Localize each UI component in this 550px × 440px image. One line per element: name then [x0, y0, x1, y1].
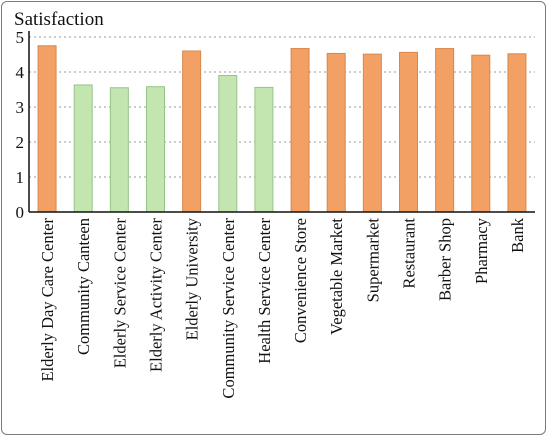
tick-labels: 0 1 2 3 4 5 Elderly Day Care Center Community C… [16, 28, 527, 399]
x-tick-label-13: Bank [508, 217, 527, 253]
gridlines [29, 36, 535, 178]
bar-11 [435, 48, 455, 213]
bar-2 [109, 87, 129, 213]
x-tick-label-4: Elderly University [183, 217, 202, 340]
axes [28, 31, 535, 213]
bar-13 [507, 53, 527, 213]
x-tick-label-9: Supermarket [363, 218, 382, 303]
x-tick-label-2: Elderly Service Center [110, 218, 129, 369]
x-tick-label-8: Vegetable Market [327, 218, 346, 335]
bar-0 [37, 45, 57, 213]
bar-9 [362, 53, 382, 213]
bar-5 [218, 75, 238, 213]
y-tick-label-2: 2 [16, 133, 25, 152]
x-tick-label-6: Health Service Center [255, 218, 274, 364]
y-tick-label-4: 4 [16, 63, 25, 82]
bar-3 [146, 86, 165, 213]
x-tick-label-0: Elderly Day Care Center [38, 217, 57, 381]
x-tick-label-7: Convenience Store [291, 218, 310, 343]
x-tick-label-10: Restaurant [400, 218, 419, 289]
bar-12 [471, 54, 491, 213]
y-tick-label-1: 1 [16, 168, 25, 187]
x-tick-label-1: Community Canteen [74, 218, 93, 355]
bar-10 [399, 51, 418, 213]
bar-7 [290, 48, 310, 213]
x-tick-label-12: Pharmacy [472, 217, 491, 284]
y-axis-label: Satisfaction [14, 9, 104, 30]
x-tick-label-3: Elderly Activity Center [147, 218, 166, 372]
x-tick-label-5: Community Service Center [219, 218, 238, 399]
bar-4 [182, 50, 202, 213]
bar-6 [254, 86, 274, 213]
y-tick-label-5: 5 [16, 28, 25, 47]
x-tick-label-11: Barber Shop [436, 218, 455, 301]
chart-frame [1, 1, 546, 435]
bars [37, 45, 527, 213]
bar-8 [326, 52, 346, 213]
y-tick-label-0: 0 [16, 203, 25, 222]
y-tick-label-3: 3 [16, 98, 25, 117]
bar-1 [73, 84, 93, 213]
